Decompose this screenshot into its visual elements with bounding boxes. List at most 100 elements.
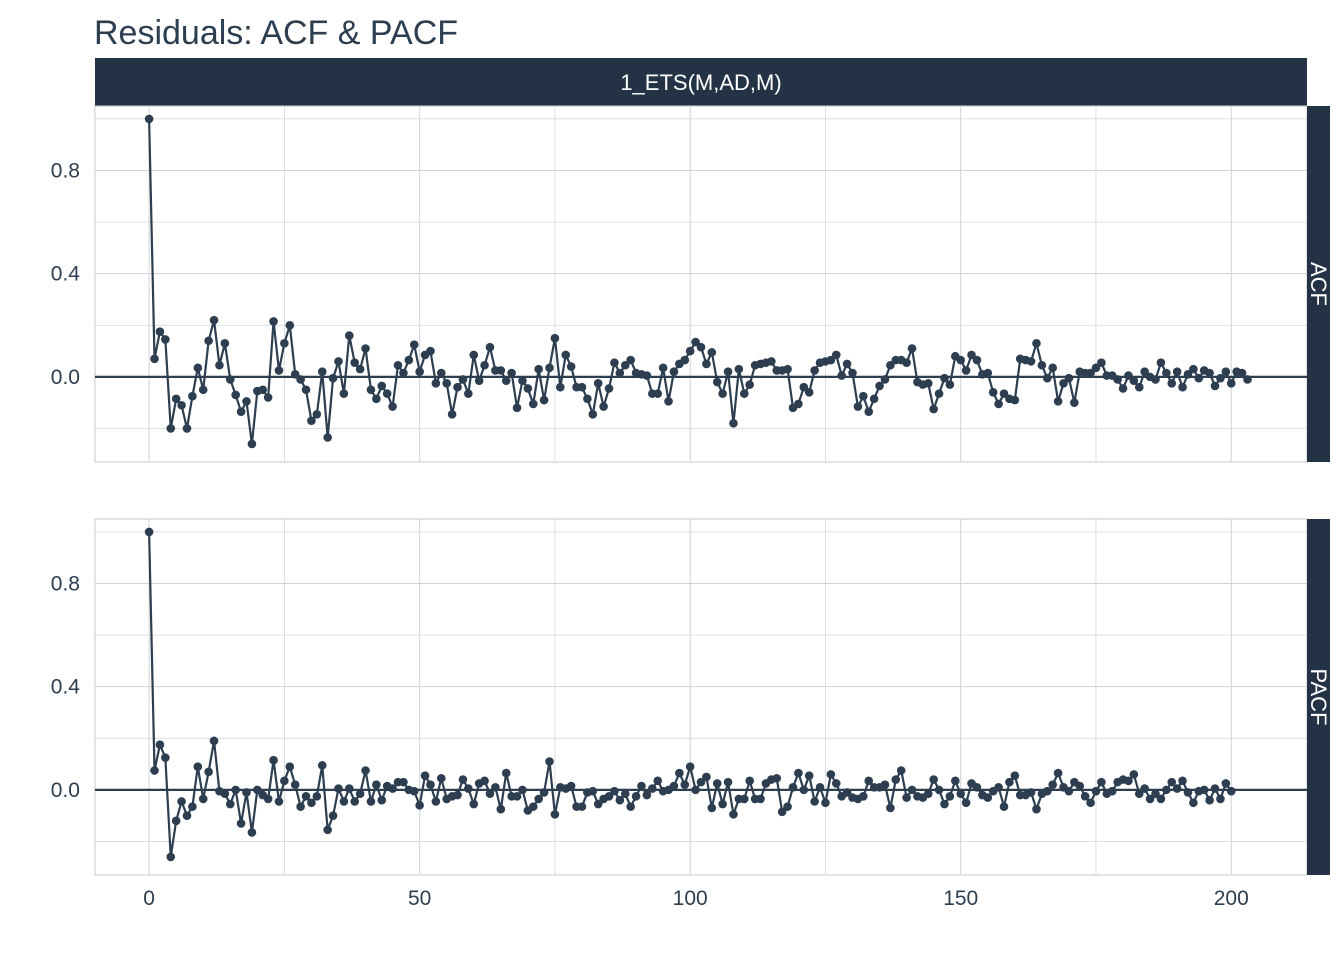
pacf-point — [366, 797, 376, 806]
pacf-point — [718, 799, 727, 809]
pacf-point — [756, 794, 765, 804]
pacf-point — [696, 777, 706, 787]
pacf-point — [610, 786, 619, 796]
acf-point — [902, 358, 911, 367]
pacf-point — [285, 762, 295, 771]
pacf-point — [604, 792, 614, 801]
acf-point — [837, 371, 846, 380]
acf-series-line — [148, 118, 1249, 446]
acf-point — [312, 409, 322, 419]
acf-point — [345, 331, 354, 340]
acf-point — [388, 402, 397, 411]
pacf-point — [940, 799, 949, 809]
acf-point — [453, 382, 462, 392]
pacf-point — [707, 803, 717, 813]
pacf-point — [355, 789, 365, 799]
acf-point — [669, 367, 679, 377]
acf-point — [864, 407, 874, 416]
pacf-point — [729, 810, 738, 819]
acf-point — [1037, 360, 1047, 370]
acf-point — [999, 389, 1009, 398]
acf-point — [155, 327, 165, 337]
pacf-point — [880, 780, 890, 790]
pacf-point — [712, 779, 722, 788]
pacf-point — [242, 788, 251, 797]
acf-point — [399, 368, 408, 378]
pacf-x-tick-label: 0 — [143, 887, 155, 910]
pacf-point — [907, 785, 917, 795]
acf-point — [972, 355, 982, 365]
pacf-point — [420, 771, 430, 780]
panels: 0.0 0.4 0.8 ACF 0.0 0.4 0.8 0 50 100 150 200 PACF — [51, 105, 1331, 910]
acf-point — [1032, 339, 1041, 348]
acf-point — [171, 394, 181, 404]
pacf-point — [902, 793, 911, 802]
acf-y-tick-label: 0.4 — [51, 263, 81, 286]
acf-point — [166, 424, 176, 433]
acf-point — [1237, 368, 1247, 378]
acf-point — [550, 333, 560, 343]
acf-point — [447, 409, 457, 419]
acf-point — [1053, 397, 1063, 406]
acf-point — [1189, 364, 1198, 374]
pacf-point — [983, 793, 993, 802]
pacf-point — [999, 802, 1009, 811]
pacf-point — [772, 773, 782, 783]
pacf-point — [1026, 788, 1036, 797]
pacf-y-tick-label: 0.4 — [51, 676, 81, 699]
pacf-point — [794, 768, 803, 778]
acf-point — [1221, 367, 1231, 377]
acf-point — [626, 355, 635, 365]
acf-point — [810, 366, 819, 375]
pacf-point — [1097, 777, 1106, 787]
acf-point — [339, 389, 349, 398]
acf-point — [188, 391, 197, 401]
acf-point — [415, 367, 424, 377]
acf-point — [350, 358, 360, 367]
pacf-point — [1042, 786, 1052, 796]
pacf-point — [1053, 768, 1063, 778]
acf-point — [377, 381, 387, 391]
acf-point — [729, 419, 738, 428]
acf-y-tick-label: 0.0 — [51, 366, 80, 389]
acf-point — [994, 399, 1003, 409]
pacf-point — [1210, 784, 1220, 793]
pacf-point — [896, 766, 906, 775]
pacf-side-strip — [1307, 519, 1330, 875]
acf-point — [859, 391, 868, 401]
pacf-x-tick-label: 50 — [408, 887, 431, 910]
acf-point — [604, 384, 614, 393]
acf-point — [393, 360, 403, 370]
acf-point — [220, 339, 230, 348]
acf-point — [945, 380, 955, 389]
acf-point — [469, 350, 479, 360]
pacf-point — [1010, 771, 1020, 780]
pacf-point — [280, 776, 289, 786]
pacf-x-tick-label: 100 — [673, 887, 708, 910]
acf-point — [1156, 358, 1166, 367]
acf-point — [680, 355, 690, 365]
acf-point — [372, 394, 381, 404]
pacf-point — [831, 779, 841, 788]
acf-point — [588, 409, 598, 419]
acf-point — [523, 384, 533, 393]
pacf-point — [642, 790, 652, 800]
acf-point — [1167, 379, 1177, 388]
acf-point — [934, 389, 944, 398]
acf-point — [485, 342, 495, 352]
pacf-point — [934, 785, 944, 795]
acf-point — [182, 424, 192, 433]
acf-point — [696, 342, 706, 352]
pacf-point — [345, 784, 354, 793]
pacf-point — [675, 768, 684, 778]
pacf-point — [653, 776, 663, 786]
acf-point — [593, 379, 603, 388]
pacf-point — [512, 792, 522, 801]
acf-panel-border — [94, 105, 1308, 463]
pacf-point — [972, 782, 982, 792]
pacf-point — [491, 782, 500, 792]
pacf-point — [691, 785, 700, 795]
acf-point — [869, 394, 879, 404]
acf-point — [1048, 363, 1057, 373]
pacf-point — [739, 794, 749, 804]
